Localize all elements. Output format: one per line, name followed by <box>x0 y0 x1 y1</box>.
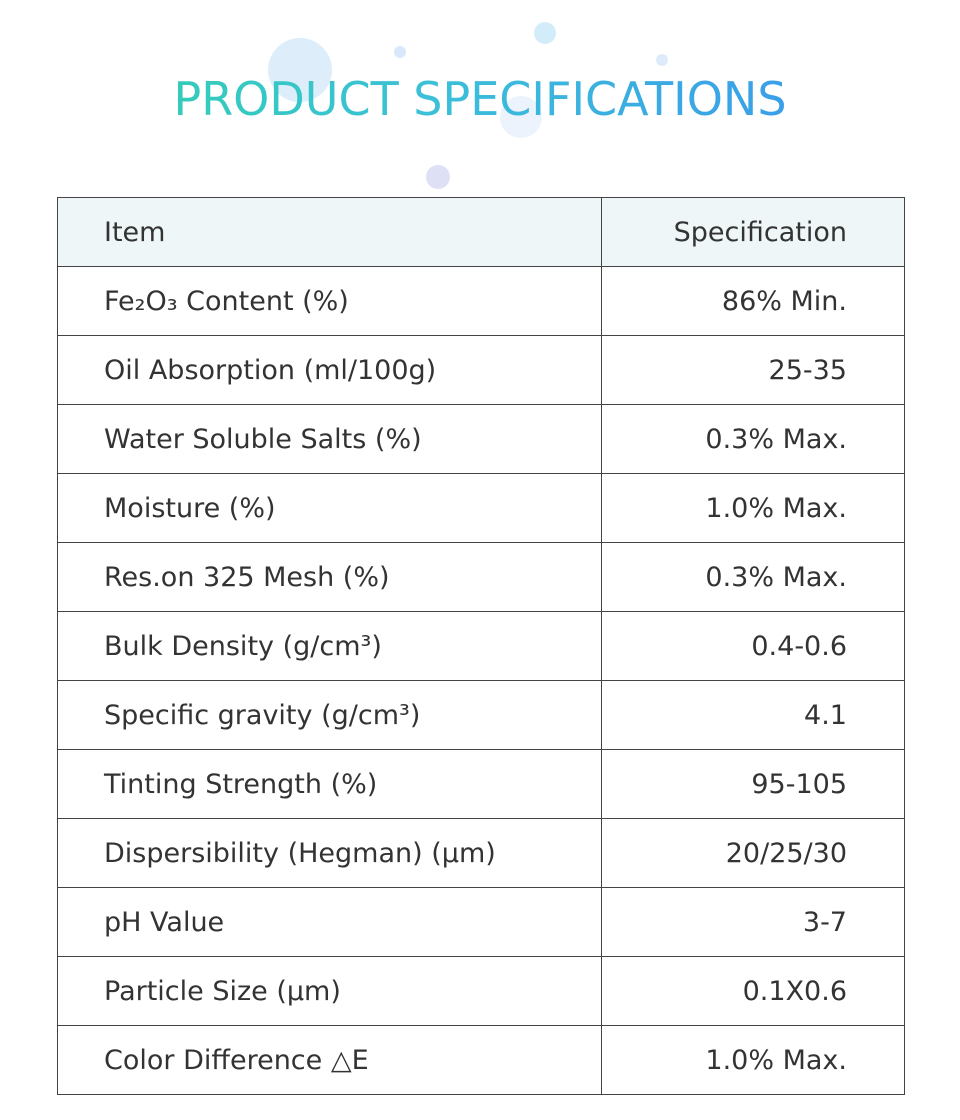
spec-cell: 3-7 <box>601 887 905 957</box>
spec-row: Res.on 325 Mesh (%) 0.3% Max. <box>57 542 905 612</box>
item-cell: Particle Size (μm) <box>57 956 602 1026</box>
spec-row: Specific gravity (g/cm³) 4.1 <box>57 680 905 750</box>
spec-row: Oil Absorption (ml/100g) 25-35 <box>57 335 905 405</box>
spec-row: Moisture (%) 1.0% Max. <box>57 473 905 543</box>
item-cell: Moisture (%) <box>57 473 602 543</box>
decor-bubble <box>426 165 450 189</box>
decor-bubble <box>394 46 406 58</box>
spec-row: Fe₂O₃ Content (%) 86% Min. <box>57 266 905 336</box>
spec-row: Water Soluble Salts (%) 0.3% Max. <box>57 404 905 474</box>
item-cell: pH Value <box>57 887 602 957</box>
spec-row: pH Value 3-7 <box>57 887 905 957</box>
item-cell: Res.on 325 Mesh (%) <box>57 542 602 612</box>
spec-cell: 0.3% Max. <box>601 404 905 474</box>
item-cell: Fe₂O₃ Content (%) <box>57 266 602 336</box>
spec-cell: 0.3% Max. <box>601 542 905 612</box>
item-cell: Dispersibility (Hegman) (μm) <box>57 818 602 888</box>
item-cell: Oil Absorption (ml/100g) <box>57 335 602 405</box>
header-row: Item Specification <box>57 197 905 267</box>
column-header: Item <box>57 197 602 267</box>
item-cell: Color Difference △E <box>57 1025 602 1095</box>
spec-cell: 95-105 <box>601 749 905 819</box>
spec-cell: 86% Min. <box>601 266 905 336</box>
spec-row: Dispersibility (Hegman) (μm) 20/25/30 <box>57 818 905 888</box>
spec-cell: 0.4-0.6 <box>601 611 905 681</box>
spec-row: Color Difference △E 1.0% Max. <box>57 1025 905 1095</box>
decor-bubble <box>500 96 542 138</box>
item-cell: Tinting Strength (%) <box>57 749 602 819</box>
column-header: Specification <box>601 197 905 267</box>
spec-row: Tinting Strength (%) 95-105 <box>57 749 905 819</box>
spec-table: Item Specification Fe₂O₃ Content (%) 86% … <box>57 197 905 1095</box>
page-title: PRODUCT SPECIFICATIONS <box>0 72 960 126</box>
decor-bubble <box>656 54 668 66</box>
spec-cell: 0.1X0.6 <box>601 956 905 1026</box>
spec-cell: 20/25/30 <box>601 818 905 888</box>
decor-bubble <box>534 22 556 44</box>
item-cell: Bulk Density (g/cm³) <box>57 611 602 681</box>
spec-cell: 25-35 <box>601 335 905 405</box>
spec-cell: 1.0% Max. <box>601 473 905 543</box>
decor-bubble <box>268 38 332 102</box>
spec-row: Particle Size (μm) 0.1X0.6 <box>57 956 905 1026</box>
spec-cell: 1.0% Max. <box>601 1025 905 1095</box>
item-cell: Water Soluble Salts (%) <box>57 404 602 474</box>
item-cell: Specific gravity (g/cm³) <box>57 680 602 750</box>
spec-cell: 4.1 <box>601 680 905 750</box>
spec-row: Bulk Density (g/cm³) 0.4-0.6 <box>57 611 905 681</box>
